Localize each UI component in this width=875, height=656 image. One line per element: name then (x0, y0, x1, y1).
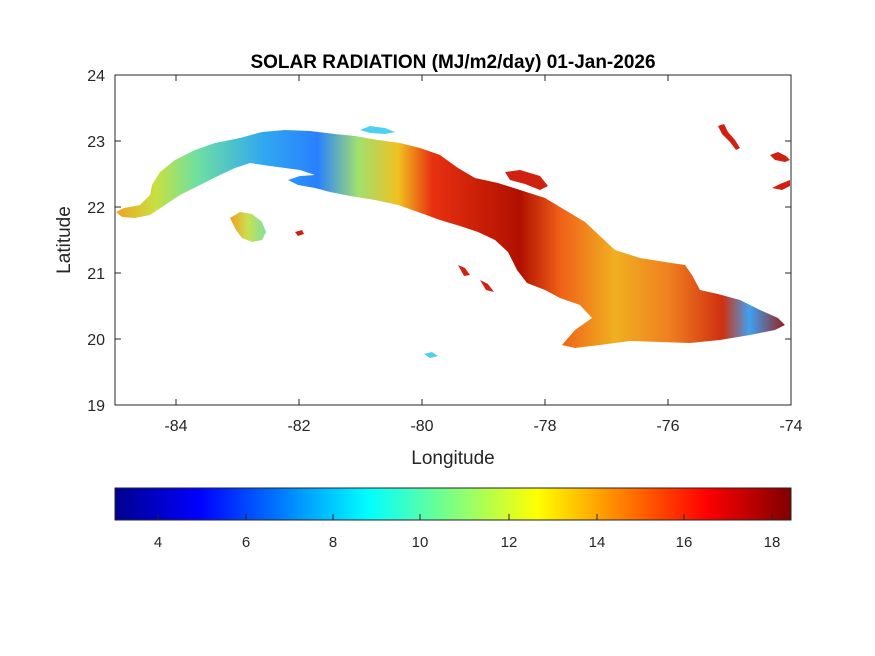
x-tick-label: -84 (164, 418, 187, 435)
colorbar-tick-label: 8 (329, 534, 337, 551)
x-tick-label: -80 (410, 418, 433, 435)
colorbar-tick-label: 10 (412, 534, 429, 551)
north-keys (360, 126, 438, 358)
colorbar-tick-label: 18 (764, 534, 781, 551)
colorbar-tick-label: 6 (242, 534, 250, 551)
y-axis-label: Latitude (54, 206, 75, 274)
x-axis-label: Longitude (411, 448, 494, 469)
y-tick-label: 24 (87, 68, 105, 85)
colorbar-tick-label: 4 (154, 534, 162, 551)
y-tick-label: 23 (87, 134, 105, 151)
y-tick-label: 22 (87, 200, 105, 217)
y-tick-label: 19 (87, 398, 105, 415)
x-tick-label: -74 (779, 418, 802, 435)
colorbar-tick-label: 14 (589, 534, 606, 551)
y-axis: 24 23 22 21 20 19 (87, 68, 791, 415)
cuba-main-island (116, 130, 785, 348)
colorbar: 4 6 8 10 12 14 16 18 (114, 487, 792, 551)
colorbar-tick-label: 16 (676, 534, 693, 551)
colorbar-tick-label: 12 (501, 534, 518, 551)
plot-area (114, 74, 792, 406)
y-tick-label: 20 (87, 332, 105, 349)
y-tick-label: 21 (87, 266, 105, 283)
x-tick-label: -76 (656, 418, 679, 435)
x-tick-label: -78 (533, 418, 556, 435)
x-axis: -84 -82 -80 -78 -76 -74 (164, 75, 803, 435)
isla-de-la-juventud (230, 212, 266, 242)
x-tick-label: -82 (287, 418, 310, 435)
small-cays (295, 124, 790, 292)
colorbar-gradient (114, 487, 792, 521)
axes-box (114, 74, 792, 406)
map-title: SOLAR RADIATION (MJ/m2/day) 01-Jan-2026 (250, 52, 655, 73)
